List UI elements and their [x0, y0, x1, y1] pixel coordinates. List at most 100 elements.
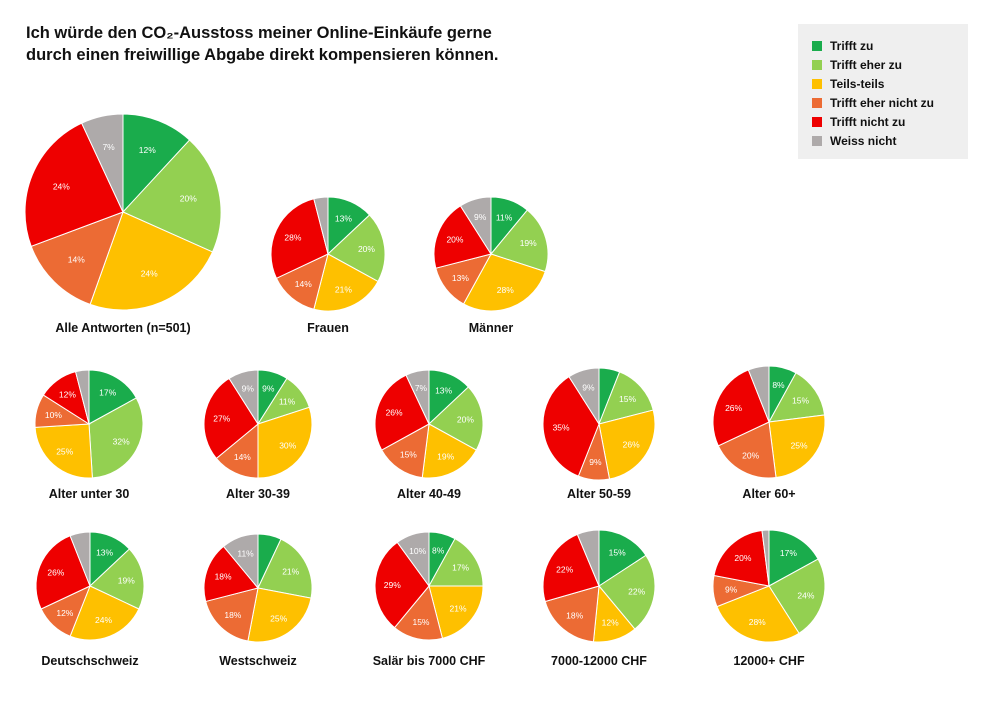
pie-chart-label: Männer — [469, 321, 514, 335]
slice-percent-label: 9% — [582, 382, 595, 392]
pie-slice-weiss-nicht — [761, 529, 770, 587]
slice-percent-label: 27% — [213, 413, 230, 423]
legend-item: Trifft nicht zu — [812, 112, 968, 131]
pie-slice-trifft-eher-zu — [88, 397, 144, 479]
slice-percent-label: 32% — [113, 437, 130, 447]
slice-percent-label: 28% — [284, 232, 301, 242]
pie-slice-weiss-nicht — [459, 196, 492, 256]
pie-slice-trifft-nicht-zu — [203, 545, 259, 603]
pie-slice-trifft-eher-zu — [327, 214, 386, 283]
pie-slice-trifft-nicht-zu — [542, 376, 600, 477]
pie-slice-trifft-eher-zu — [122, 139, 222, 253]
slice-percent-label: 15% — [792, 396, 809, 406]
pie-chart: 15% 22% 12% 18% 22% 7000-12000 CHF — [542, 529, 656, 668]
pie-chart: 8% 15% 25% 20% 26% Alter 60+ — [712, 365, 826, 501]
pie-slice-weiss-nicht — [747, 365, 770, 423]
slice-percent-label: 10% — [409, 546, 426, 556]
pie-chart-label: Alter 50-59 — [567, 487, 631, 501]
pie-slice-trifft-nicht-zu — [24, 122, 124, 247]
slice-percent-label: 24% — [95, 615, 112, 625]
pie-slice-trifft-eher-zu — [768, 558, 826, 634]
pie-slice-trifft-nicht-zu — [713, 529, 770, 587]
slice-percent-label: 28% — [497, 285, 514, 295]
slice-percent-label: 25% — [791, 440, 808, 450]
slice-percent-label: 17% — [780, 548, 797, 558]
slice-percent-label: 9% — [474, 212, 487, 222]
slice-percent-label: 19% — [520, 238, 537, 248]
pie-chart-label: Alter 30-39 — [226, 487, 290, 501]
slice-percent-label: 24% — [141, 268, 158, 278]
legend-item: Trifft eher zu — [812, 55, 968, 74]
slice-percent-label: 20% — [742, 450, 759, 460]
pie-chart: 8% 17% 21% 15% 29% 10% Salär bis 7000 CHF — [373, 531, 486, 668]
slice-percent-label: 22% — [556, 565, 573, 575]
pie-chart: 13% 20% 21% 14% 28% Frauen — [270, 196, 386, 335]
chart-title: Ich würde den CO₂-Ausstoss meiner Online… — [26, 22, 626, 66]
slice-percent-label: 21% — [335, 285, 352, 295]
slice-percent-label: 15% — [609, 548, 626, 558]
slice-percent-label: 20% — [734, 553, 751, 563]
chart-title-line-2: durch einen freiwillige Abgabe direkt ko… — [26, 46, 499, 64]
slice-percent-label: 12% — [139, 145, 156, 155]
pie-slice-teils-teils — [716, 585, 800, 643]
pie-slice-trifft-eher-nicht-zu — [544, 585, 600, 643]
slice-percent-label: 35% — [553, 423, 570, 433]
pie-chart-label: Alter 60+ — [742, 487, 795, 501]
pie-slice-trifft-eher-zu — [768, 372, 826, 423]
pie-slice-weiss-nicht — [69, 531, 91, 587]
pie-slice-trifft-eher-nicht-zu — [380, 423, 430, 479]
pie-slice-teils-teils — [313, 253, 379, 312]
slice-percent-label: 25% — [270, 613, 287, 623]
slice-percent-label: 19% — [437, 452, 454, 462]
pie-slice-weiss-nicht — [80, 113, 124, 213]
pie-slice-weiss-nicht — [74, 369, 90, 425]
slice-percent-label: 20% — [358, 244, 375, 254]
slice-percent-label: 17% — [99, 387, 116, 397]
pie-chart-label: 7000-12000 CHF — [551, 654, 647, 668]
slice-percent-label: 18% — [566, 610, 583, 620]
legend-label: Trifft nicht zu — [830, 114, 906, 129]
pie-slice-trifft-eher-nicht-zu — [30, 211, 124, 305]
slice-percent-label: 14% — [68, 254, 85, 264]
pie-slice-trifft-zu — [88, 369, 138, 425]
slice-percent-label: 29% — [384, 580, 401, 590]
pie-slice-trifft-zu — [598, 529, 647, 587]
legend-item: Trifft eher nicht zu — [812, 93, 968, 112]
pie-chart: 12% 20% 24% 14% 24% 7% Alle Antworten (n=501) — [24, 113, 222, 335]
pie-chart-label: Salär bis 7000 CHF — [373, 654, 486, 668]
pie-slice-trifft-eher-zu — [257, 538, 313, 599]
slice-percent-label: 12% — [602, 617, 619, 627]
pie-slice-teils-teils — [247, 587, 312, 643]
slice-percent-label: 22% — [628, 587, 645, 597]
slice-percent-label: 7% — [102, 142, 115, 152]
legend-label: Teils-teils — [830, 76, 885, 91]
pie-chart-label: Westschweiz — [219, 654, 297, 668]
pie-slice-trifft-nicht-zu — [374, 374, 430, 451]
slice-percent-label: 13% — [452, 273, 469, 283]
slice-percent-label: 20% — [457, 414, 474, 424]
pie-chart-label: Alter 40-49 — [397, 487, 461, 501]
pie-slice-trifft-zu — [768, 529, 819, 587]
slice-percent-label: 15% — [400, 449, 417, 459]
legend-swatch — [812, 97, 822, 108]
pie-slice-trifft-eher-zu — [89, 548, 145, 610]
pie-slice-trifft-eher-nicht-zu — [393, 584, 444, 641]
slice-percent-label: 8% — [772, 380, 785, 390]
pie-chart: 13% 19% 24% 12% 26% Deutschschweiz — [35, 531, 145, 668]
slice-percent-label: 11% — [279, 396, 296, 406]
slice-percent-label: 11% — [237, 548, 254, 558]
legend: Trifft zu Trifft eher zu Teils-teils Tri… — [798, 24, 968, 159]
slice-percent-label: 11% — [496, 213, 513, 223]
slice-percent-label: 18% — [215, 572, 232, 582]
pie-slice-trifft-nicht-zu — [374, 541, 430, 629]
pie-slice-trifft-eher-zu — [598, 554, 656, 630]
pie-slice-trifft-eher-zu — [428, 386, 484, 451]
pie-chart-label: Alle Antworten (n=501) — [55, 321, 190, 335]
pie-slice-teils-teils — [598, 409, 656, 480]
legend-swatch — [812, 135, 822, 146]
pie-slice-teils-teils — [421, 423, 478, 479]
legend-swatch — [812, 78, 822, 89]
pie-chart-label: Deutschschweiz — [41, 654, 138, 668]
slice-percent-label: 9% — [589, 457, 602, 467]
pie-chart: 15% 26% 9% 35% 9% Alter 50-59 — [542, 367, 656, 501]
